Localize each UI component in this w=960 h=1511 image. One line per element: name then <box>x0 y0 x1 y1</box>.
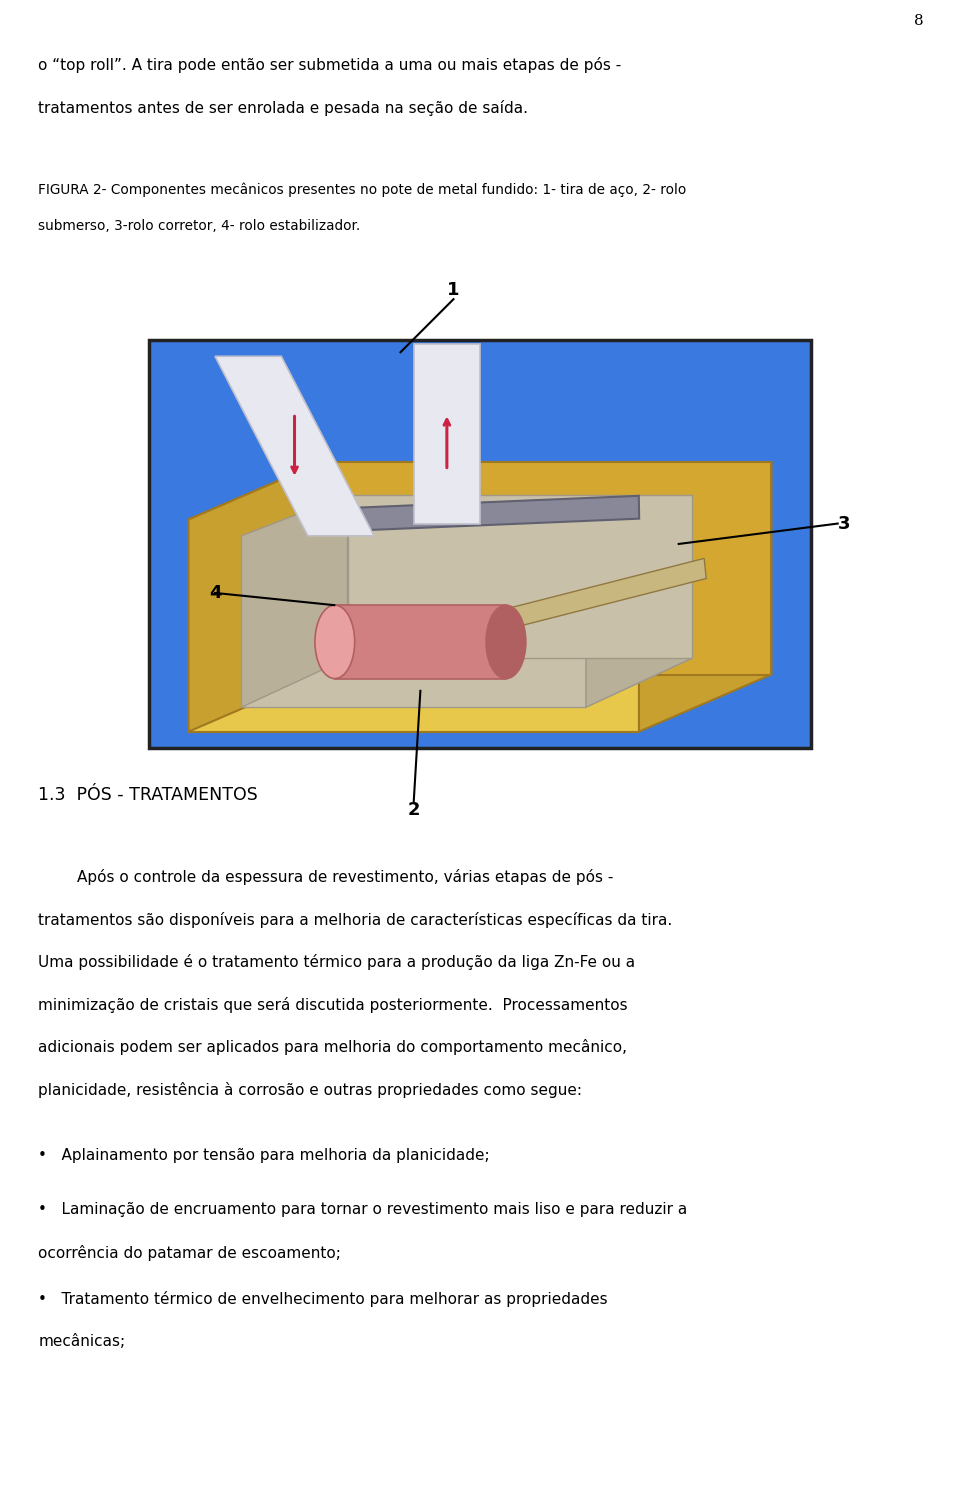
Polygon shape <box>335 604 506 678</box>
Polygon shape <box>348 496 639 530</box>
Text: planicidade, resistência à corrosão e outras propriedades como segue:: planicidade, resistência à corrosão e ou… <box>38 1082 583 1098</box>
Ellipse shape <box>315 604 354 678</box>
Ellipse shape <box>486 604 526 678</box>
Text: adicionais podem ser aplicados para melhoria do comportamento mecânico,: adicionais podem ser aplicados para melh… <box>38 1040 628 1055</box>
Polygon shape <box>639 462 772 731</box>
Text: mecânicas;: mecânicas; <box>38 1334 126 1348</box>
Polygon shape <box>348 496 692 659</box>
Polygon shape <box>512 559 707 627</box>
Text: FIGURA 2- Componentes mecânicos presentes no pote de metal fundido: 1- tira de a: FIGURA 2- Componentes mecânicos presente… <box>38 183 686 196</box>
Polygon shape <box>586 496 692 707</box>
Text: o “top roll”. A tira pode então ser submetida a uma ou mais etapas de pós -: o “top roll”. A tira pode então ser subm… <box>38 57 622 74</box>
FancyBboxPatch shape <box>149 340 811 748</box>
Polygon shape <box>188 462 321 731</box>
Text: Após o controle da espessura de revestimento, várias etapas de pós -: Após o controle da espessura de revestim… <box>38 869 613 885</box>
Text: •   Laminação de encruamento para tornar o revestimento mais liso e para reduzir: • Laminação de encruamento para tornar o… <box>38 1203 687 1218</box>
Polygon shape <box>414 345 480 524</box>
Polygon shape <box>242 536 586 707</box>
Text: 1.3  PÓS - TRATAMENTOS: 1.3 PÓS - TRATAMENTOS <box>38 786 258 804</box>
Text: tratamentos são disponíveis para a melhoria de características específicas da ti: tratamentos são disponíveis para a melho… <box>38 913 673 928</box>
Polygon shape <box>242 496 348 707</box>
Polygon shape <box>188 520 639 731</box>
Text: Uma possibilidade é o tratamento térmico para a produção da liga Zn-Fe ou a: Uma possibilidade é o tratamento térmico… <box>38 955 636 970</box>
Text: •   Aplainamento por tensão para melhoria da planicidade;: • Aplainamento por tensão para melhoria … <box>38 1148 490 1163</box>
Text: 1: 1 <box>447 281 460 299</box>
Polygon shape <box>215 357 374 536</box>
Text: •   Tratamento térmico de envelhecimento para melhorar as propriedades: • Tratamento térmico de envelhecimento p… <box>38 1290 608 1307</box>
Text: tratamentos antes de ser enrolada e pesada na seção de saída.: tratamentos antes de ser enrolada e pesa… <box>38 100 528 116</box>
Text: ocorrência do patamar de escoamento;: ocorrência do patamar de escoamento; <box>38 1245 341 1260</box>
Polygon shape <box>242 659 692 707</box>
Text: submerso, 3-rolo corretor, 4- rolo estabilizador.: submerso, 3-rolo corretor, 4- rolo estab… <box>38 219 361 234</box>
Text: minimização de cristais que será discutida posteriormente.  Processamentos: minimização de cristais que será discuti… <box>38 997 628 1012</box>
Text: 3: 3 <box>838 515 851 532</box>
Text: 8: 8 <box>914 14 924 29</box>
Polygon shape <box>188 462 772 520</box>
Polygon shape <box>321 462 772 674</box>
Text: 4: 4 <box>208 583 222 601</box>
Text: 2: 2 <box>407 801 420 819</box>
